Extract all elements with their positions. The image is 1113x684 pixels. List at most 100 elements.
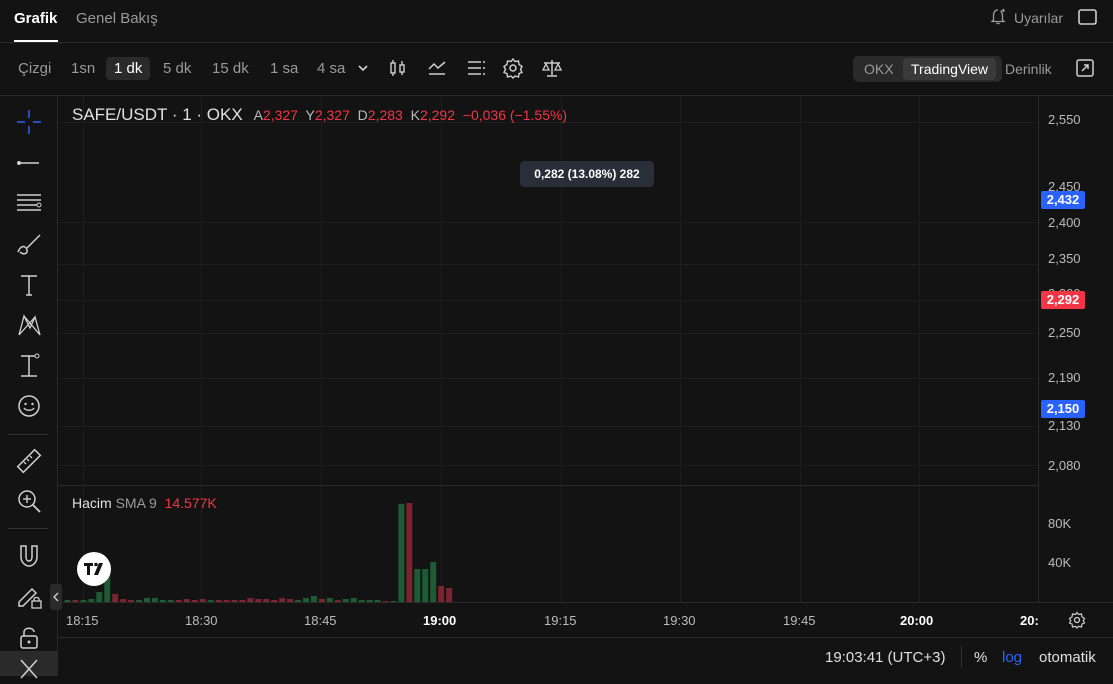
text-icon[interactable]	[15, 271, 43, 299]
source-tradingview[interactable]: TradingView	[903, 58, 997, 80]
lock-icon[interactable]	[15, 623, 43, 651]
volume-bar	[167, 600, 174, 602]
timeframe-1s[interactable]: 1sn	[71, 60, 96, 77]
grid-line-vertical	[321, 96, 322, 602]
pattern-icon[interactable]	[15, 311, 43, 339]
chart-area[interactable]	[58, 96, 1038, 602]
price-label: 2,350	[1048, 251, 1081, 266]
volume-value: 14.577K	[164, 495, 217, 511]
volume-bar	[151, 598, 158, 602]
chart-type-line[interactable]: Çizgi	[18, 60, 52, 77]
settings-icon[interactable]	[502, 57, 524, 79]
volume-bar	[271, 600, 278, 602]
volume-bar	[422, 569, 429, 602]
collapse-toolbar-button[interactable]	[50, 584, 62, 610]
high-value: 2,327	[314, 107, 350, 123]
price-tag-last[interactable]: 2,292	[1041, 291, 1085, 309]
volume-bar	[183, 599, 190, 602]
timeframe-5m[interactable]: 5 dk	[163, 60, 192, 77]
time-label: 18:15	[66, 613, 99, 628]
log-toggle[interactable]: log	[1002, 649, 1023, 666]
volume-axis-label: 40K	[1048, 555, 1072, 570]
template-icon[interactable]	[465, 57, 487, 79]
price-legend: SAFE/USDT · 1 · OKX A2,327 Y2,327 D2,283…	[72, 105, 567, 125]
volume-bar	[128, 600, 135, 602]
volume-bar	[414, 569, 421, 602]
bell-plus-icon[interactable]	[989, 8, 1007, 26]
bottom-bar: 19:03:41 (UTC+3) % log otomatik	[58, 637, 1113, 677]
grid-line-horizontal	[58, 378, 1038, 379]
time-label: 18:30	[185, 613, 218, 628]
timeframe-1h[interactable]: 1 sa	[270, 60, 299, 77]
volume-bar	[191, 600, 198, 602]
source-depth[interactable]: Derinlik	[1005, 61, 1052, 77]
lock-pencil-icon[interactable]	[15, 582, 43, 610]
volume-bar	[239, 600, 246, 602]
time-label: 19:00	[423, 613, 457, 628]
remove-icon[interactable]	[15, 656, 43, 684]
volume-bar	[279, 598, 286, 602]
fib-icon[interactable]	[15, 189, 43, 217]
time-axis[interactable]: 18:15 18:30 18:45 19:00 19:15 19:30 19:4…	[58, 602, 1113, 637]
price-tag-lower[interactable]: 2,150	[1041, 400, 1085, 418]
volume-bar	[223, 600, 230, 602]
magnet-icon[interactable]	[15, 542, 43, 570]
indicators-icon[interactable]	[426, 57, 448, 79]
volume-bar	[215, 600, 222, 602]
grid-line-horizontal	[58, 426, 1038, 427]
price-tag-upper[interactable]: 2,432	[1041, 191, 1085, 209]
volume-bar	[64, 600, 71, 602]
volume-bar	[406, 503, 413, 602]
time-label: 18:45	[304, 613, 337, 628]
volume-label[interactable]: Hacim	[72, 495, 112, 511]
volume-bar	[310, 596, 317, 602]
symbol-name[interactable]: SAFE/USDT · 1 · OKX	[72, 105, 243, 124]
crosshair-icon[interactable]	[15, 108, 43, 136]
volume-bar	[144, 598, 150, 602]
volume-bar	[318, 599, 325, 602]
volume-bar	[255, 599, 262, 602]
timeframe-1m[interactable]: 1 dk	[106, 57, 151, 80]
expand-icon[interactable]	[1075, 58, 1095, 78]
timeframe-15m[interactable]: 15 dk	[212, 60, 249, 77]
measure-icon[interactable]	[15, 352, 43, 380]
price-label: 2,250	[1048, 325, 1081, 340]
close-value: 2,292	[419, 107, 456, 123]
volume-bar	[247, 598, 254, 602]
tradingview-logo-icon[interactable]	[76, 551, 112, 587]
grid-line-vertical	[680, 96, 681, 602]
tab-genel-bakis[interactable]: Genel Bakış	[76, 10, 158, 27]
volume-bar	[231, 600, 238, 602]
price-label: 2,190	[1048, 370, 1081, 385]
grid-line-vertical	[83, 96, 84, 602]
compare-icon[interactable]	[541, 57, 563, 79]
alerts-label[interactable]: Uyarılar	[1014, 10, 1064, 26]
axis-settings-icon[interactable]	[1068, 611, 1086, 629]
toolbar-divider	[8, 528, 48, 529]
brush-icon[interactable]	[15, 230, 43, 258]
chevron-down-icon[interactable]	[356, 61, 370, 75]
grid-line-horizontal	[58, 264, 1038, 265]
source-okx[interactable]: OKX	[864, 61, 894, 77]
emoji-icon[interactable]	[15, 392, 43, 420]
line-icon[interactable]	[15, 149, 43, 177]
price-axis[interactable]: 2,550 2,450 2,400 2,350 2,300 2,250 2,19…	[1038, 96, 1113, 602]
source-switcher: OKX TradingView Derinlik	[853, 56, 1052, 82]
candlestick-chart[interactable]	[58, 96, 1038, 602]
grid-line-vertical	[441, 96, 442, 602]
price-label: 2,450	[1048, 179, 1081, 194]
clock[interactable]: 19:03:41 (UTC+3)	[825, 649, 946, 666]
pane-separator	[58, 485, 1038, 486]
window-icon[interactable]	[1078, 9, 1097, 26]
volume-bar	[136, 600, 143, 602]
candlestick-icon[interactable]	[387, 57, 409, 79]
grid-line-horizontal	[58, 333, 1038, 334]
volume-bar	[438, 586, 445, 602]
percent-toggle[interactable]: %	[974, 649, 988, 666]
grid-line-vertical	[561, 96, 562, 602]
auto-toggle[interactable]: otomatik	[1039, 649, 1096, 666]
timeframe-4h[interactable]: 4 sa	[317, 60, 346, 77]
tab-grafik[interactable]: Grafik	[14, 10, 58, 27]
zoom-in-icon[interactable]	[15, 487, 43, 515]
ruler-icon[interactable]	[15, 447, 43, 475]
